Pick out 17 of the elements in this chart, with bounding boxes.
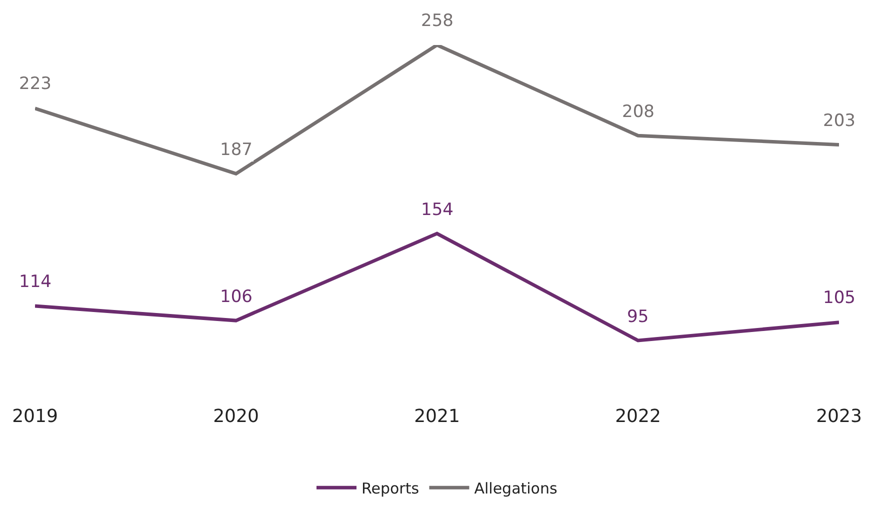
legend-label: Reports (362, 480, 420, 498)
data-label: 208 (622, 102, 654, 122)
data-label: 203 (823, 111, 856, 131)
data-label: 187 (220, 140, 252, 160)
x-tick-label: 2023 (816, 406, 862, 427)
data-label: 105 (823, 288, 856, 308)
x-tick-label: 2020 (213, 406, 259, 427)
data-label: 106 (220, 287, 252, 307)
legend-label: Allegations (474, 480, 558, 498)
data-label: 258 (421, 11, 454, 31)
data-label: 223 (19, 74, 52, 94)
x-tick-label: 2019 (12, 406, 58, 427)
data-label: 95 (627, 307, 649, 327)
data-label: 154 (421, 200, 454, 220)
data-label: 114 (19, 272, 52, 292)
x-tick-label: 2021 (414, 406, 460, 427)
x-tick-label: 2022 (615, 406, 661, 427)
